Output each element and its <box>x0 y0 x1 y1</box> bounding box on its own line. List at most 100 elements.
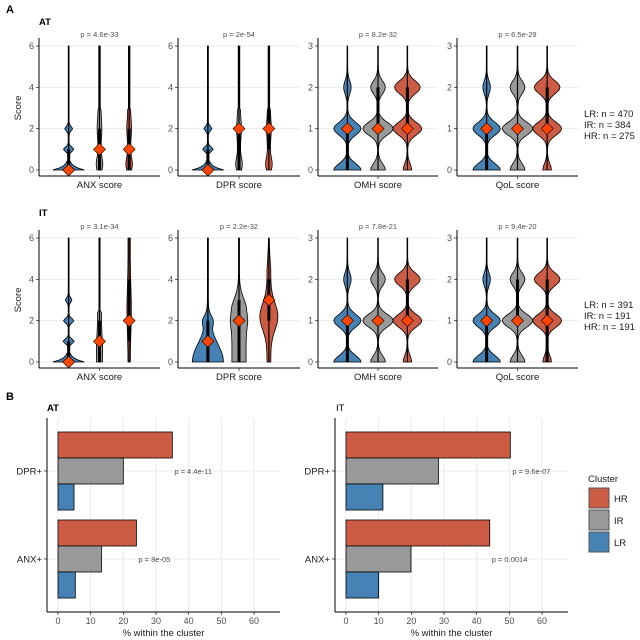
x-tick-label: 10 <box>86 616 96 626</box>
y-tick-label: 4 <box>168 274 173 284</box>
legend-label-lr: LR <box>614 538 626 549</box>
median-marker-lr <box>340 314 354 328</box>
x-tick-label: 40 <box>472 616 482 626</box>
n-label-lr: LR: n = 391 <box>584 300 633 311</box>
legend-swatch-hr <box>588 487 610 509</box>
legend-swatch-lr <box>588 531 610 553</box>
x-axis-title: % within the cluster <box>123 628 205 639</box>
x-axis-label: QoL score <box>496 372 539 383</box>
y-tick-label: 1 <box>447 316 452 326</box>
bar-ir-anx-pos <box>345 545 412 573</box>
bar-hr-anx-pos <box>345 519 491 547</box>
y-tick-label: 4 <box>168 82 173 92</box>
p-value-label: p = 6.5e-29 <box>498 30 536 39</box>
bar-panel-at: 0 10 20 30 40 50 60 DPR+ p = 4.4e-11 ANX+ p = 8e-0… <box>16 418 280 639</box>
x-tick-label: 40 <box>184 616 194 626</box>
x-tick-label: 20 <box>118 616 128 626</box>
median-marker-ir <box>371 314 385 328</box>
p-value-label: p = 4.4e-11 <box>174 467 212 476</box>
y-tick-label: 2 <box>308 274 313 284</box>
y-tick-label: 2 <box>168 316 173 326</box>
bar-lr-anx-pos <box>57 571 76 599</box>
x-tick-label: 30 <box>151 616 161 626</box>
bar-hr-anx-pos <box>57 519 137 547</box>
legend-title: Cluster <box>588 474 618 485</box>
y-tick-label: 0 <box>29 165 34 175</box>
bar-hr-dpr-pos <box>57 431 173 459</box>
legend: Cluster HR IR LR <box>588 474 628 553</box>
bar-title-at: AT <box>47 403 59 414</box>
legend-label-hr: HR <box>614 494 628 505</box>
violin-facet-qol-score: 0 1 2 3 QoL score p = 9.4e-20 <box>447 222 578 383</box>
median-marker-hr <box>122 142 136 156</box>
x-tick-label: 20 <box>406 616 416 626</box>
y-axis-label-it: Score <box>13 288 24 313</box>
n-label-hr: HR: n = 191 <box>584 322 635 333</box>
y-tick-label: 1 <box>308 316 313 326</box>
n-label-hr: HR: n = 275 <box>584 131 635 142</box>
y-tick-label: 6 <box>29 41 34 51</box>
violin-facet-dpr-score: 0 2 4 6 DPR score p = 2.2e-32 <box>168 222 300 383</box>
panel-a-label: A <box>6 4 14 16</box>
violin-facet-omh-score: 0 1 2 3 OMH score p = 7.8e-21 <box>308 222 438 383</box>
median-marker-hr <box>400 122 414 136</box>
median-marker-hr <box>262 293 276 307</box>
panel-b-label: B <box>6 391 14 403</box>
y-tick-label: 2 <box>308 82 313 92</box>
row-title-it: IT <box>39 208 48 219</box>
bar-ir-dpr-pos <box>345 457 439 485</box>
y-tick-label: ANX+ <box>17 555 43 566</box>
row-title-at: AT <box>39 17 51 28</box>
x-axis-title: % within the cluster <box>411 628 493 639</box>
bar-ir-dpr-pos <box>57 457 124 485</box>
x-tick-label: 0 <box>55 616 60 626</box>
bar-lr-dpr-pos <box>345 483 384 511</box>
x-tick-label: 50 <box>504 616 514 626</box>
median-marker-ir <box>511 122 524 136</box>
y-tick-label: 2 <box>447 274 452 284</box>
y-tick-label: 1 <box>447 124 452 134</box>
x-tick-label: 60 <box>249 616 259 626</box>
n-label-ir: IR: n = 191 <box>584 311 631 322</box>
median-marker-hr <box>540 314 554 328</box>
x-axis-label: DPR score <box>216 372 262 383</box>
p-value-label: p = 4.6e-33 <box>80 30 118 39</box>
violin-facet-anx-score: 0 2 4 6 ANX score p = 3.1e-34 <box>29 222 160 383</box>
median-marker-hr <box>400 314 414 328</box>
x-axis-label: OMH score <box>354 180 402 191</box>
y-axis-label-at: Score <box>13 96 24 121</box>
p-value-label: p = 9.4e-20 <box>498 222 536 231</box>
x-tick-label: 30 <box>439 616 449 626</box>
y-tick-label: 3 <box>447 41 452 51</box>
violin-facet-qol-score: 0 1 2 3 QoL score p = 6.5e-29 <box>447 30 578 191</box>
y-tick-label: 2 <box>29 124 34 134</box>
median-marker-ir <box>93 334 106 348</box>
median-marker-ir <box>371 122 385 136</box>
y-tick-label: DPR+ <box>304 467 330 478</box>
median-marker-lr <box>201 163 215 177</box>
p-value-label: p = 8.2e-32 <box>359 30 397 39</box>
y-tick-label: 0 <box>308 165 313 175</box>
y-tick-label: 4 <box>29 82 34 92</box>
median-marker-hr <box>122 314 136 328</box>
median-marker-lr <box>480 122 494 136</box>
p-value-label: p = 0.0014 <box>492 555 528 564</box>
y-tick-label: 1 <box>308 124 313 134</box>
n-label-lr: LR: n = 470 <box>584 109 633 120</box>
y-tick-label: 3 <box>447 233 452 243</box>
y-tick-label: 2 <box>168 124 173 134</box>
p-value-label: p = 7.8e-21 <box>359 222 397 231</box>
x-axis-label: DPR score <box>216 180 262 191</box>
bar-lr-dpr-pos <box>57 483 75 511</box>
y-tick-label: 2 <box>29 316 34 326</box>
x-tick-label: 50 <box>216 616 226 626</box>
y-tick-label: 0 <box>168 357 173 367</box>
violin-facet-anx-score: 0 2 4 6 ANX score p = 4.6e-33 <box>29 30 160 191</box>
y-tick-label: 0 <box>447 357 452 367</box>
y-tick-label: 4 <box>29 274 34 284</box>
y-tick-label: 3 <box>308 41 313 51</box>
x-axis-label: ANX score <box>77 372 122 383</box>
y-tick-label: 2 <box>447 82 452 92</box>
bar-title-it: IT <box>336 403 345 414</box>
y-tick-label: 6 <box>168 41 173 51</box>
